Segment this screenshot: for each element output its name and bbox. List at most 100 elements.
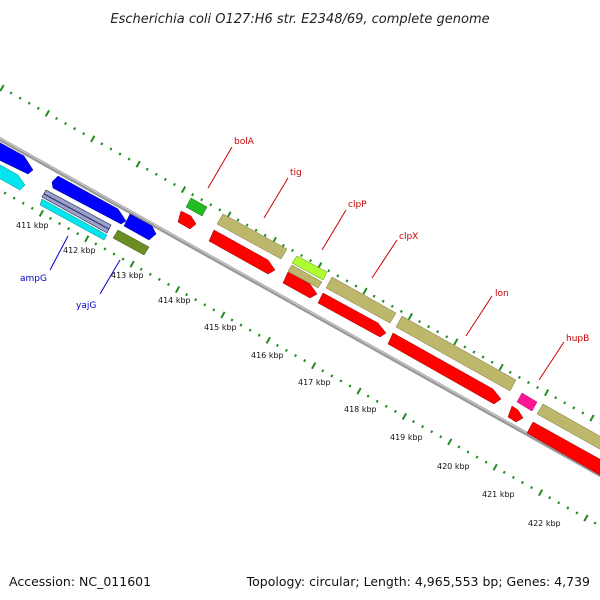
minor-tick: [48, 216, 52, 221]
minor-tick: [203, 303, 207, 307]
cds-feature[interactable]: [0, 162, 26, 191]
summary-text: Topology: circular; Length: 4,965,553 bp…: [246, 574, 590, 589]
minor-tick: [191, 193, 195, 197]
gene-label-clpX[interactable]: clpX: [399, 232, 418, 242]
minor-tick: [3, 191, 7, 195]
cds-feature[interactable]: [123, 213, 157, 241]
gene-label-hupB[interactable]: hupB: [566, 334, 589, 344]
kbp-label: 418 kbp: [344, 405, 377, 414]
minor-tick: [348, 384, 352, 388]
major-tick: [362, 287, 368, 295]
kbp-label: 412 kbp: [63, 246, 96, 255]
major-tick: [538, 489, 544, 497]
gene-label-lon[interactable]: lon: [495, 289, 509, 299]
minor-tick: [520, 480, 524, 485]
minor-tick: [381, 299, 385, 303]
minor-tick: [58, 221, 62, 226]
gene-label-tig[interactable]: tig: [290, 168, 302, 178]
major-tick: [38, 209, 44, 217]
minor-tick: [484, 460, 488, 464]
minor-tick: [436, 330, 440, 334]
minor-tick: [463, 345, 467, 349]
minor-tick: [76, 232, 80, 236]
cds-feature[interactable]: [325, 276, 397, 324]
cds-feature[interactable]: [536, 403, 600, 452]
gene-label-yajG[interactable]: yajG: [76, 301, 96, 311]
minor-tick: [9, 91, 13, 95]
gene-label-bolA[interactable]: bolA: [234, 137, 255, 147]
minor-tick: [327, 269, 331, 273]
minor-tick: [566, 506, 570, 510]
minor-tick: [163, 177, 167, 181]
gene-label-ampG[interactable]: ampG: [20, 274, 47, 284]
minor-tick: [536, 385, 539, 390]
minor-tick: [185, 293, 189, 297]
minor-tick: [481, 355, 485, 359]
minor-tick: [490, 360, 494, 364]
kbp-label: 414 kbp: [158, 296, 191, 305]
minor-tick: [421, 425, 425, 429]
cds-feature[interactable]: [112, 229, 150, 256]
cds-feature[interactable]: [0, 140, 34, 175]
minor-tick: [103, 247, 107, 251]
minor-tick: [439, 435, 443, 439]
major-tick: [90, 135, 96, 143]
minor-tick: [109, 147, 113, 151]
minor-tick: [412, 419, 415, 424]
minor-tick: [427, 325, 431, 329]
cds-feature[interactable]: [387, 332, 502, 405]
minor-tick: [118, 152, 122, 156]
cds-feature[interactable]: [507, 405, 524, 423]
minor-tick: [511, 475, 515, 479]
minor-tick: [166, 282, 170, 287]
accession-text: Accession: NC_011601: [9, 574, 151, 589]
cds-feature[interactable]: [395, 315, 517, 392]
minor-tick: [67, 227, 71, 231]
kbp-label: 419 kbp: [390, 433, 423, 442]
major-tick: [401, 412, 408, 421]
minor-tick: [194, 298, 198, 302]
minor-tick: [384, 404, 388, 408]
cds-feature[interactable]: [526, 421, 600, 478]
minor-tick: [336, 274, 340, 278]
cds-feature[interactable]: [287, 264, 323, 289]
minor-tick: [294, 353, 298, 358]
minor-tick: [300, 253, 304, 258]
kbp-label: 420 kbp: [437, 462, 470, 471]
minor-tick: [148, 272, 152, 276]
minor-tick: [21, 201, 25, 205]
major-tick: [453, 338, 459, 346]
gene-label-clpP[interactable]: clpP: [348, 200, 367, 210]
minor-tick: [248, 328, 252, 332]
minor-tick: [112, 252, 116, 256]
minor-tick: [475, 455, 479, 459]
major-tick: [544, 389, 550, 397]
cds-feature[interactable]: [177, 210, 197, 230]
cds-feature[interactable]: [51, 175, 127, 225]
cds-feature[interactable]: [39, 198, 108, 241]
cds-feature[interactable]: [317, 292, 387, 338]
cds-feature[interactable]: [216, 213, 288, 260]
cds-feature[interactable]: [185, 197, 208, 217]
cds-feature[interactable]: [282, 271, 318, 299]
minor-tick: [127, 157, 131, 161]
kbp-label: 421 kbp: [482, 490, 515, 499]
major-tick: [44, 109, 50, 117]
minor-tick: [139, 267, 143, 271]
cds-feature[interactable]: [291, 255, 328, 281]
cds-feature[interactable]: [208, 229, 276, 275]
minor-tick: [73, 127, 77, 131]
minor-tick: [36, 106, 40, 110]
minor-tick: [209, 203, 213, 207]
kbp-label: 417 kbp: [298, 378, 331, 387]
minor-tick: [366, 394, 370, 398]
minor-tick: [239, 323, 243, 327]
major-tick: [447, 438, 453, 446]
major-tick: [589, 414, 595, 422]
minor-tick: [230, 318, 234, 322]
major-tick: [174, 286, 181, 294]
minor-tick: [54, 116, 58, 121]
major-tick: [356, 387, 362, 395]
cds-feature[interactable]: [516, 392, 538, 412]
